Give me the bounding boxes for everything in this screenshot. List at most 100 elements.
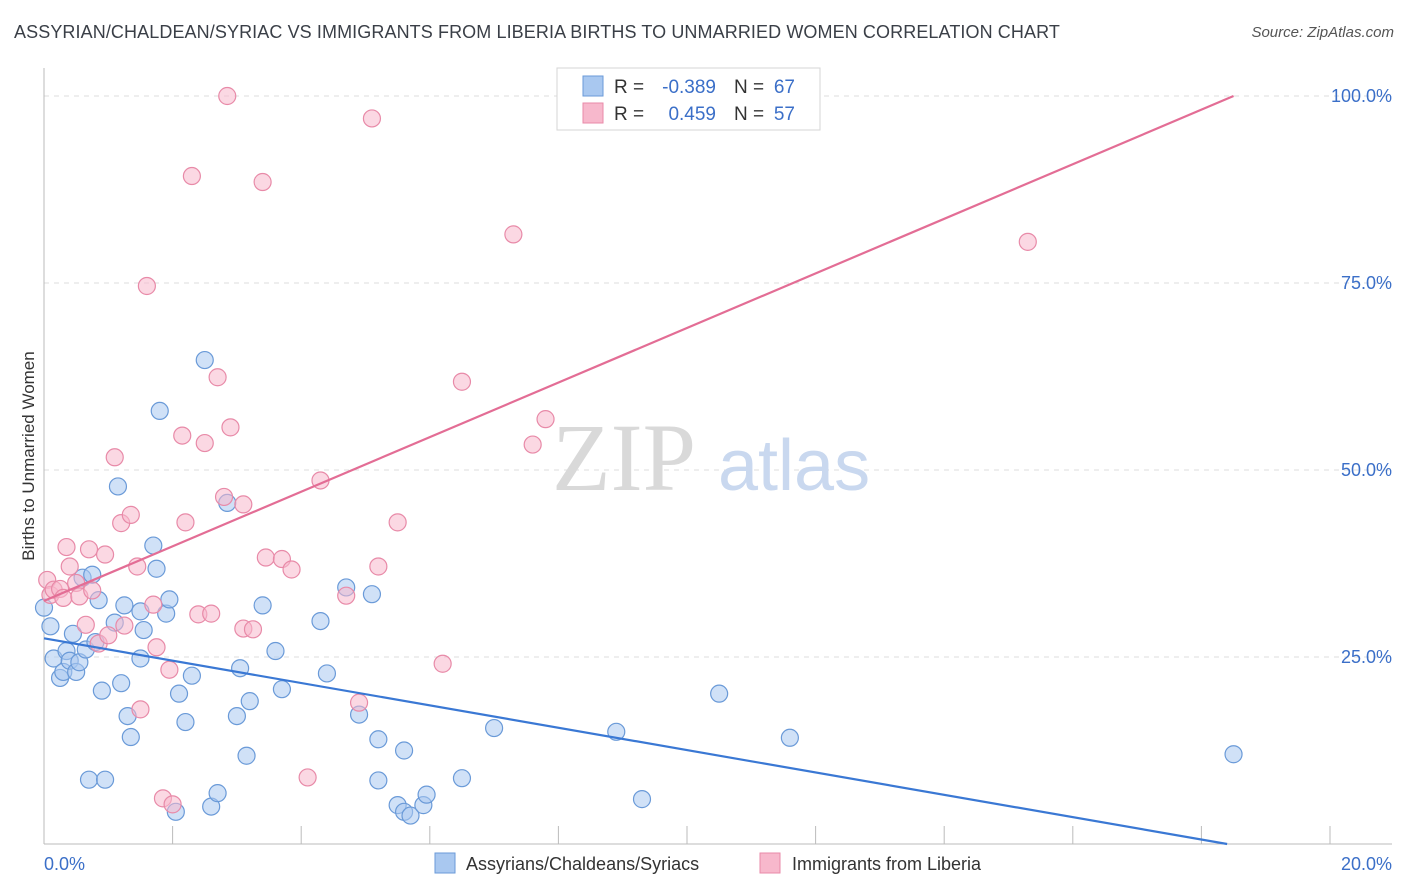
scatter-point-blue bbox=[266, 641, 285, 661]
scatter-point-blue bbox=[160, 590, 179, 609]
scatter-point-pink bbox=[131, 700, 150, 719]
trend-lines bbox=[43, 94, 1234, 846]
scatter-point-blue bbox=[369, 771, 388, 790]
scatter-point-pink bbox=[536, 410, 555, 429]
y-tick-label: 50.0% bbox=[1341, 460, 1392, 480]
scatter-point-pink bbox=[60, 557, 79, 576]
scatter-point-blue bbox=[227, 706, 246, 726]
x-tick-label-min: 0.0% bbox=[44, 854, 85, 874]
legend-bottom-swatch-blue bbox=[434, 852, 456, 874]
grid-lines bbox=[44, 95, 1392, 658]
scatter-point-blue bbox=[237, 746, 256, 765]
scatter-point-blue bbox=[108, 477, 128, 496]
scatter-point-pink bbox=[234, 495, 253, 514]
scatter-point-blue bbox=[452, 769, 472, 788]
scatter-point-blue bbox=[92, 681, 111, 700]
scatter-point-pink bbox=[79, 540, 99, 559]
scatter-point-blue bbox=[134, 620, 153, 640]
y-tick-label: 25.0% bbox=[1341, 647, 1392, 667]
scatter-point-pink bbox=[221, 418, 240, 437]
legend-r-label-pink: R = bbox=[614, 104, 644, 125]
scatter-point-pink bbox=[163, 795, 182, 814]
scatter-point-blue bbox=[169, 684, 189, 703]
legend-n-label-pink: N = bbox=[734, 104, 764, 125]
scatter-point-pink bbox=[147, 638, 166, 657]
scatter-point-blue bbox=[95, 770, 115, 789]
y-axis-label: Births to Unmarried Women bbox=[19, 351, 38, 560]
x-tick-label-max: 20.0% bbox=[1341, 854, 1392, 874]
legend-swatch-pink bbox=[582, 102, 604, 124]
scatter-point-pink bbox=[243, 620, 263, 639]
scatter-point-blue bbox=[131, 649, 150, 668]
scatter-point-blue bbox=[485, 718, 504, 738]
scatter-point-blue bbox=[317, 664, 337, 683]
scatter-point-pink bbox=[173, 426, 192, 445]
legend-bottom: Assyrians/Chaldeans/Syriacs Immigrants f… bbox=[434, 852, 982, 874]
legend-n-label-blue: N = bbox=[734, 77, 764, 98]
scatter-point-blue bbox=[369, 730, 388, 749]
scatter-point-pink bbox=[282, 560, 301, 579]
scatter-point-blue bbox=[401, 806, 420, 825]
scatter-point-pink bbox=[369, 557, 388, 576]
scatter-point-pink bbox=[504, 225, 523, 244]
y-tick-labels: 25.0% 50.0% 75.0% 100.0% bbox=[1331, 86, 1392, 667]
legend-swatch-blue bbox=[582, 75, 604, 97]
scatter-point-blue bbox=[182, 666, 201, 685]
scatter-point-blue bbox=[41, 617, 60, 636]
x-tick-labels: 0.0% 20.0% bbox=[44, 854, 1392, 874]
scatter-point-pink bbox=[523, 435, 542, 454]
scatter-point-blue bbox=[112, 674, 131, 693]
scatter-point-pink bbox=[218, 86, 237, 106]
scatter-point-pink bbox=[298, 768, 317, 787]
axes bbox=[43, 68, 1392, 845]
scatter-point-blue bbox=[1224, 745, 1243, 764]
chart-title: ASSYRIAN/CHALDEAN/SYRIAC VS IMMIGRANTS F… bbox=[14, 22, 1060, 42]
scatter-point-pink bbox=[57, 537, 76, 557]
scatter-point-blue bbox=[780, 728, 799, 747]
legend-n-value-pink: 57 bbox=[774, 104, 795, 125]
watermark: ZIP atlas bbox=[552, 404, 870, 511]
scatter-point-pink bbox=[105, 448, 124, 467]
legend-top: R = -0.389 N = 67 R = 0.459 N = 57 bbox=[556, 67, 821, 131]
scatter-point-blue bbox=[208, 784, 227, 803]
data-points bbox=[34, 86, 1243, 825]
scatter-point-blue bbox=[150, 401, 169, 421]
scatter-point-pink bbox=[208, 368, 227, 387]
legend-r-label-blue: R = bbox=[614, 77, 644, 98]
watermark-zip: ZIP bbox=[552, 404, 696, 511]
trend-line-blue bbox=[43, 637, 1228, 846]
watermark-atlas: atlas bbox=[718, 426, 870, 506]
scatter-point-blue bbox=[253, 596, 272, 615]
legend-bottom-swatch-pink bbox=[759, 852, 781, 874]
legend-r-value-pink: 0.459 bbox=[668, 104, 716, 125]
scatter-point-pink bbox=[433, 654, 452, 673]
scatter-point-pink bbox=[349, 693, 369, 712]
scatter-point-pink bbox=[253, 172, 272, 192]
scatter-point-pink bbox=[452, 372, 472, 391]
scatter-point-pink bbox=[83, 581, 102, 600]
scatter-point-blue bbox=[195, 350, 214, 370]
scatter-point-blue bbox=[362, 585, 382, 604]
scatter-point-blue bbox=[632, 790, 652, 809]
legend-bottom-label-blue: Assyrians/Chaldeans/Syriacs bbox=[466, 854, 699, 874]
scatter-point-pink bbox=[362, 109, 382, 128]
scatter-point-pink bbox=[195, 433, 214, 453]
scatter-point-blue bbox=[272, 680, 292, 699]
scatter-point-pink bbox=[176, 513, 195, 532]
scatter-point-pink bbox=[95, 545, 115, 564]
legend-n-value-blue: 67 bbox=[774, 77, 795, 98]
scatter-point-pink bbox=[337, 586, 356, 605]
scatter-point-pink bbox=[1018, 232, 1037, 251]
scatter-point-pink bbox=[202, 604, 221, 623]
scatter-point-pink bbox=[115, 616, 134, 635]
scatter-point-blue bbox=[710, 684, 729, 703]
scatter-point-pink bbox=[137, 276, 156, 296]
scatter-point-pink bbox=[388, 513, 407, 532]
source-label: Source: ZipAtlas.com bbox=[1251, 24, 1394, 41]
scatter-point-blue bbox=[115, 596, 134, 615]
scatter-point-blue bbox=[394, 741, 414, 760]
scatter-point-blue bbox=[79, 770, 99, 789]
scatter-point-pink bbox=[256, 548, 275, 567]
scatter-point-pink bbox=[76, 615, 95, 634]
